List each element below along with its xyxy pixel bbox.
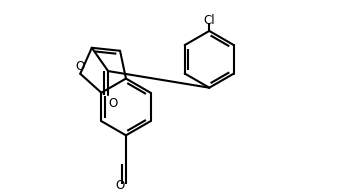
Text: O: O <box>76 60 85 73</box>
Text: Cl: Cl <box>203 14 215 27</box>
Text: O: O <box>116 179 125 192</box>
Text: O: O <box>108 97 117 110</box>
